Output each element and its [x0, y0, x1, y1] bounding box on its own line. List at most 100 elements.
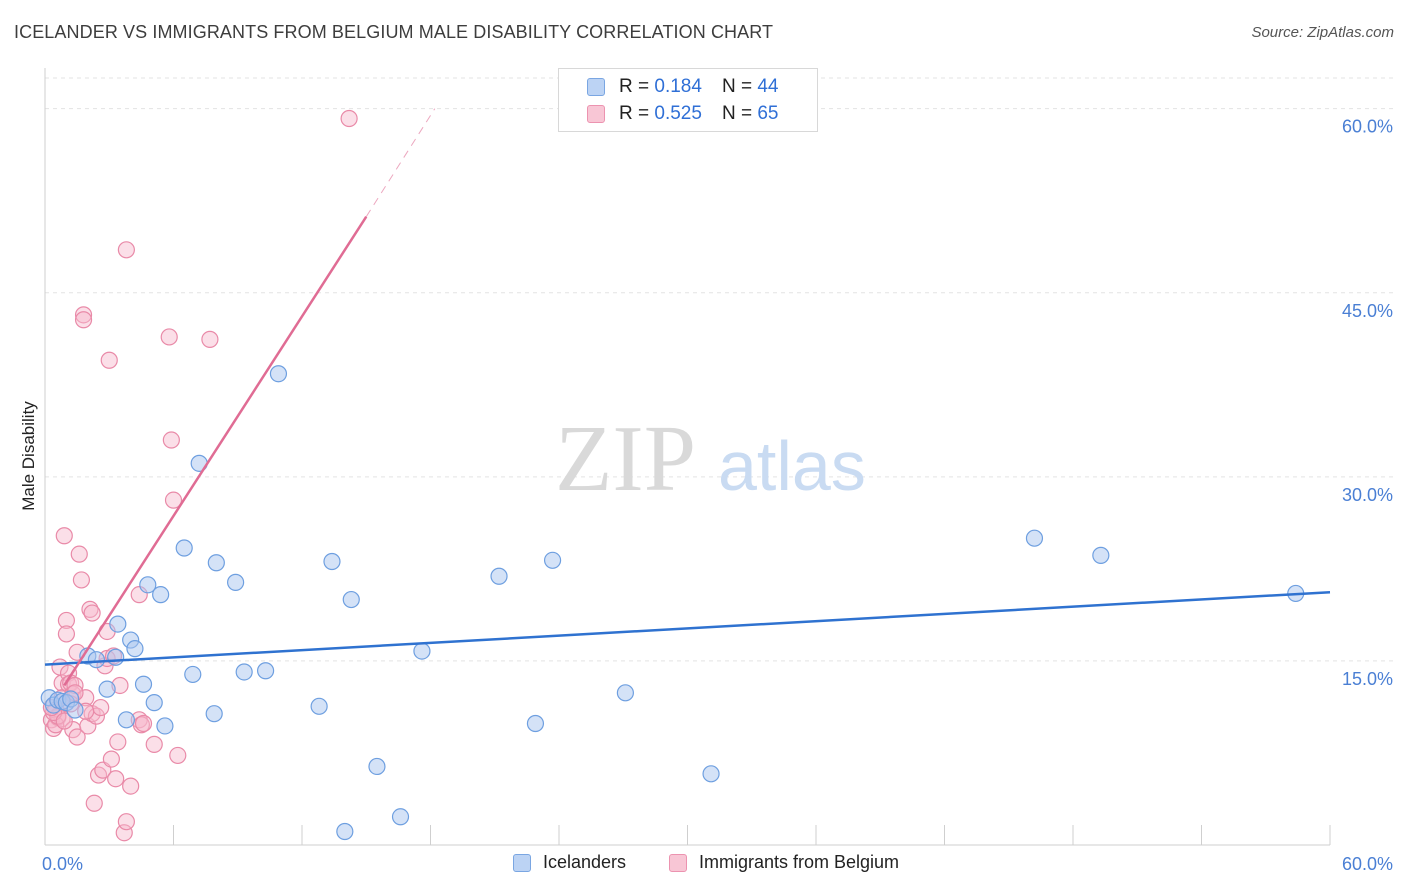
bottom-legend-swatch-belgium [669, 853, 687, 872]
data-point-belgium [70, 545, 88, 563]
data-point-belgium [55, 712, 73, 730]
trend-line-belgium [63, 215, 368, 687]
data-point-icelanders [336, 822, 354, 841]
legend-n-value: 44 [757, 76, 779, 97]
data-point-belgium [68, 728, 86, 746]
data-point-belgium [134, 714, 153, 733]
data-point-belgium [122, 777, 140, 795]
data-point-icelanders [616, 684, 634, 702]
data-point-icelanders [66, 701, 84, 719]
source-label: Source: ZipAtlas.com [1251, 24, 1394, 41]
axes [44, 68, 1331, 846]
data-point-belgium [107, 770, 125, 788]
legend-n-value: 65 [757, 103, 779, 124]
bottom-legend-label-belgium: Immigrants from Belgium [699, 852, 900, 872]
legend-swatch-belgium [587, 105, 605, 123]
data-point-icelanders [145, 694, 163, 712]
data-point-belgium [340, 109, 358, 128]
trend-lines [44, 108, 1331, 687]
data-point-icelanders [207, 554, 225, 572]
data-point-icelanders [117, 711, 135, 729]
data-point-icelanders [413, 642, 431, 660]
data-point-belgium [117, 241, 135, 259]
data-point-icelanders [310, 697, 328, 715]
chart-title: ICELANDER VS IMMIGRANTS FROM BELGIUM MAL… [14, 22, 774, 42]
data-point-icelanders [702, 765, 720, 783]
data-point-belgium [160, 328, 178, 346]
data-point-belgium [169, 746, 187, 765]
data-point-icelanders [98, 680, 116, 698]
data-point-icelanders [87, 651, 106, 669]
y-tick-labels: 15.0% 30.0% 45.0% 60.0% [1342, 117, 1393, 689]
y-tick-label: 45.0% [1342, 301, 1393, 321]
legend-n-label: N = [721, 103, 753, 124]
data-point-belgium [145, 735, 163, 753]
data-point-icelanders [368, 757, 386, 776]
y-tick-label: 60.0% [1342, 117, 1393, 137]
data-point-belgium [57, 625, 76, 643]
data-point-belgium [87, 707, 106, 725]
data-point-belgium [74, 306, 93, 324]
data-point-belgium [164, 491, 183, 509]
data-point-icelanders [205, 705, 223, 723]
trend-line-belgium-extension [365, 108, 436, 217]
data-point-belgium [102, 750, 120, 768]
gridlines [45, 77, 1395, 662]
data-point-icelanders [543, 551, 562, 569]
data-point-belgium [115, 824, 133, 842]
data-point-icelanders [323, 552, 341, 571]
x-tick-label: 60.0% [1342, 854, 1393, 874]
data-point-icelanders [109, 615, 127, 633]
x-tick-labels: 0.0% 60.0% [42, 854, 1393, 874]
data-point-belgium [83, 604, 101, 622]
stats-legend: R = 0.184 N = 44 R = 0.525 N = 65 [558, 68, 818, 132]
data-point-icelanders [134, 675, 153, 693]
data-point-belgium [85, 794, 103, 812]
watermark-atlas: atlas [718, 427, 866, 505]
legend-r-label: R = [619, 103, 650, 124]
bottom-legend-label-icelanders: Icelanders [543, 852, 627, 872]
data-point-icelanders [490, 567, 508, 585]
data-point-belgium [109, 733, 127, 751]
data-point-icelanders [126, 640, 144, 658]
data-point-icelanders [256, 662, 275, 680]
data-point-icelanders [235, 663, 253, 681]
data-point-belgium [117, 813, 135, 831]
y-axis-label: Male Disability [19, 401, 38, 511]
data-point-icelanders [107, 648, 125, 666]
legend-r-label: R = [619, 76, 650, 97]
y-tick-label: 15.0% [1342, 669, 1393, 689]
data-point-belgium [92, 698, 110, 717]
data-point-icelanders [227, 573, 245, 591]
data-point-icelanders [269, 365, 288, 383]
data-point-icelanders [156, 717, 174, 735]
data-point-belgium [74, 311, 93, 329]
legend-row-icelanders: R = 0.184 N = 44 [587, 76, 778, 98]
data-point-belgium [162, 431, 180, 449]
data-point-belgium [201, 330, 219, 348]
data-point-icelanders [526, 714, 545, 733]
legend-n-label: N = [721, 76, 753, 97]
bottom-legend-swatch-icelanders [513, 853, 531, 872]
data-point-icelanders [184, 665, 202, 684]
trend-line-icelanders [44, 590, 1331, 666]
data-point-belgium [100, 351, 118, 369]
data-point-icelanders [139, 576, 157, 594]
legend-row-belgium: R = 0.525 N = 65 [587, 103, 778, 125]
legend-r-value: 0.184 [654, 76, 702, 97]
data-point-icelanders [342, 590, 360, 609]
legend-swatch-icelanders [587, 78, 605, 96]
data-point-icelanders [152, 586, 170, 604]
data-point-icelanders [391, 808, 410, 826]
watermark-zip: ZIP [555, 407, 696, 511]
data-point-belgium [72, 571, 91, 589]
x-tick-label: 0.0% [42, 854, 83, 874]
data-point-icelanders [1025, 529, 1044, 547]
bottom-legend-icelanders: Icelanders [513, 852, 626, 873]
data-point-icelanders [1092, 546, 1110, 564]
data-point-belgium [55, 527, 73, 545]
data-point-belgium [57, 611, 76, 630]
legend-r-value: 0.525 [654, 103, 702, 124]
data-point-icelanders [175, 539, 193, 557]
